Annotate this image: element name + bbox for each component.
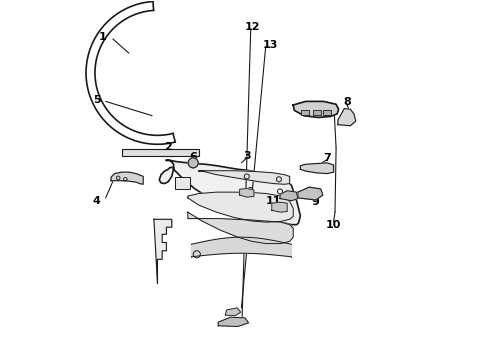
- Text: 7: 7: [323, 153, 331, 163]
- Polygon shape: [293, 102, 339, 117]
- Bar: [122, 149, 198, 156]
- Polygon shape: [198, 171, 290, 184]
- Text: 12: 12: [245, 22, 260, 32]
- Polygon shape: [188, 192, 293, 222]
- Polygon shape: [154, 219, 172, 284]
- Text: 1: 1: [98, 32, 106, 42]
- Polygon shape: [240, 189, 254, 197]
- Text: 5: 5: [93, 95, 100, 105]
- Polygon shape: [272, 202, 287, 212]
- Text: 13: 13: [263, 40, 278, 50]
- Text: 2: 2: [164, 142, 172, 152]
- Text: 8: 8: [343, 97, 351, 107]
- Bar: [175, 177, 190, 189]
- Bar: [301, 111, 309, 114]
- Text: 6: 6: [189, 152, 197, 162]
- Bar: [313, 111, 321, 114]
- Text: 11: 11: [265, 197, 281, 206]
- Text: 10: 10: [326, 220, 341, 230]
- Polygon shape: [338, 109, 356, 126]
- Text: 4: 4: [93, 197, 100, 206]
- Polygon shape: [111, 172, 143, 184]
- Polygon shape: [280, 191, 298, 201]
- Polygon shape: [225, 308, 241, 316]
- Text: 3: 3: [243, 151, 250, 161]
- Polygon shape: [188, 212, 293, 244]
- Bar: [323, 111, 331, 114]
- Text: 9: 9: [312, 197, 319, 207]
- Polygon shape: [298, 187, 323, 200]
- Circle shape: [188, 158, 198, 168]
- Polygon shape: [300, 163, 334, 174]
- Polygon shape: [218, 317, 248, 327]
- Polygon shape: [192, 237, 292, 257]
- Polygon shape: [159, 160, 300, 225]
